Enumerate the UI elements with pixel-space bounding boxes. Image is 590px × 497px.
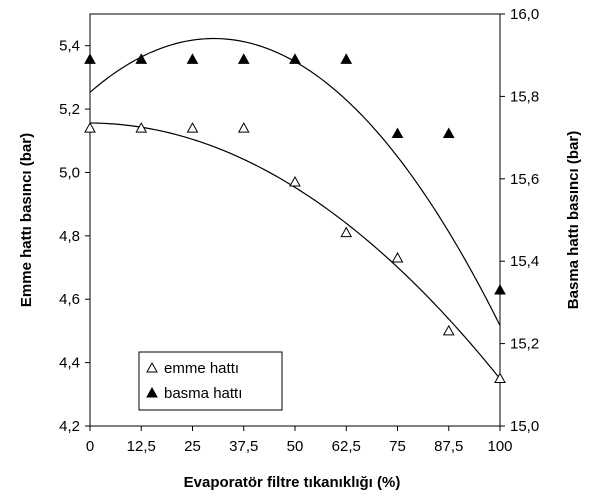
x-tick-label: 0 [86, 438, 94, 455]
y-left-tick-label: 4,6 [59, 291, 80, 308]
basma-point [186, 53, 199, 64]
basma-point [237, 53, 250, 64]
y-axis-left: 4,2 4,4 4,6 4,8 5,0 5,2 5,4 [59, 38, 90, 435]
emme-point [340, 226, 353, 238]
x-tick-label: 87,5 [434, 438, 463, 455]
y-right-tick-label: 15,4 [510, 253, 539, 270]
basma-point [340, 53, 353, 64]
basma-point [442, 127, 455, 138]
basma-point [494, 284, 506, 295]
emme-point [391, 252, 404, 263]
basma-point [391, 127, 404, 138]
trend-line-emme [89, 122, 501, 380]
basma-point [84, 53, 96, 64]
x-tick-label: 100 [487, 438, 512, 455]
y-left-tick-label: 4,8 [59, 228, 80, 245]
x-tick-label: 75 [389, 438, 406, 455]
x-tick-label: 25 [184, 438, 201, 455]
y-right-tick-label: 15,2 [510, 336, 539, 353]
y-left-tick-label: 4,4 [59, 355, 80, 372]
x-axis: 0 12,5 25 37,5 50 62,5 75 87,5 100 [86, 426, 513, 455]
y-right-tick-label: 15,8 [510, 88, 539, 105]
basma-point [289, 53, 301, 64]
emme-point [289, 175, 301, 187]
x-tick-label: 50 [287, 438, 304, 455]
legend-marker-basma [146, 386, 158, 398]
emme-point [186, 122, 199, 133]
x-tick-label: 12,5 [127, 438, 156, 455]
data-points [84, 53, 506, 383]
x-tick-label: 37,5 [229, 438, 258, 455]
legend-label-basma: basma hattı [164, 385, 242, 402]
basma-point [135, 53, 148, 64]
y-left-tick-label: 5,2 [59, 101, 80, 118]
legend: emme hattı basma hattı [138, 351, 283, 411]
emme-point [84, 122, 96, 133]
y-right-tick-label: 15,6 [510, 171, 539, 188]
y-left-tick-label: 5,0 [59, 164, 80, 181]
legend-label-emme: emme hattı [164, 360, 239, 377]
y-axis-left-title: Emme hattı basıncı (bar) [18, 133, 35, 307]
y-left-tick-label: 4,2 [59, 418, 80, 435]
x-axis-title: Evaporatör filtre tıkanıklığı (%) [184, 474, 401, 491]
y-right-tick-label: 15,0 [510, 418, 539, 435]
y-right-tick-label: 16,0 [510, 6, 539, 23]
y-axis-right-title: Basma hattı basıncı (bar) [565, 131, 582, 309]
emme-point [494, 372, 506, 383]
x-tick-label: 62,5 [332, 438, 361, 455]
legend-marker-emme [146, 361, 158, 373]
legend-box [138, 351, 283, 411]
y-left-tick-label: 5,4 [59, 38, 80, 55]
emme-point [442, 324, 455, 336]
y-axis-right: 15,0 15,2 15,4 15,6 15,8 16,0 [500, 6, 539, 435]
emme-point [135, 122, 148, 133]
emme-point [237, 122, 250, 133]
